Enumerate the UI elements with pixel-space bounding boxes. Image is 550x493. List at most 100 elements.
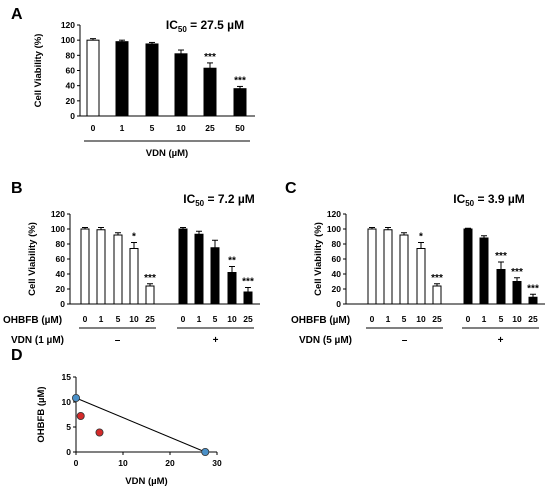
bar — [399, 234, 409, 305]
row-label-ohbfb: OHBFB (µM) — [3, 315, 62, 326]
data-point — [201, 447, 210, 456]
y-tick-label: 120 — [51, 209, 65, 219]
x-tick-label: 1 — [197, 314, 202, 324]
y-tick-label: 40 — [66, 81, 76, 91]
x-axis-title: VDN (µM) — [146, 148, 188, 159]
y-tick-label: 80 — [332, 239, 342, 249]
y-tick-label: 10 — [62, 397, 72, 407]
bar — [80, 228, 90, 305]
panel-letter: D — [11, 347, 23, 364]
bar — [145, 285, 155, 305]
bar — [203, 67, 217, 117]
y-axis-title: Cell Viability (%) — [27, 222, 38, 296]
y-tick-label: 60 — [56, 254, 66, 264]
condition-label: – — [115, 335, 121, 346]
y-tick-label: 5 — [66, 422, 71, 432]
ic50-title: IC50 = 7.2 µM — [183, 192, 255, 208]
y-axis-title: OHBFB (µM) — [36, 386, 47, 442]
row-label-ohbfb: OHBFB (µM) — [291, 315, 350, 326]
y-axis-title: Cell Viability (%) — [33, 34, 44, 108]
significance-label: *** — [144, 273, 156, 284]
bar — [210, 247, 220, 305]
x-tick-label: 10 — [512, 314, 522, 324]
x-tick-label: 0 — [370, 314, 375, 324]
bar — [416, 248, 426, 305]
x-tick-label: 10 — [118, 458, 128, 468]
bar — [129, 248, 139, 305]
significance-label: *** — [234, 75, 246, 86]
y-tick-label: 0 — [66, 447, 71, 457]
x-tick-label: 10 — [129, 314, 139, 324]
x-tick-label: 0 — [74, 458, 79, 468]
x-tick-label: 25 — [243, 314, 253, 324]
x-tick-label: 25 — [528, 314, 538, 324]
panel-letter: A — [11, 6, 23, 23]
y-tick-label: 100 — [327, 224, 341, 234]
bar — [233, 88, 247, 117]
bar — [174, 53, 188, 117]
bar — [145, 43, 159, 117]
x-tick-label: 0 — [83, 314, 88, 324]
data-point — [95, 428, 104, 437]
bar — [367, 228, 377, 305]
y-tick-label: 40 — [56, 269, 66, 279]
bar — [463, 228, 473, 305]
bar — [115, 41, 129, 117]
significance-label: ** — [228, 256, 236, 267]
bar — [194, 233, 204, 305]
bar — [383, 229, 393, 305]
bar — [432, 285, 442, 305]
row-label-vdn: VDN (1 µM) — [11, 335, 64, 346]
y-tick-label: 0 — [70, 111, 75, 121]
significance-label: * — [132, 232, 136, 243]
x-tick-label: 1 — [120, 123, 125, 133]
x-tick-label: 0 — [91, 123, 96, 133]
y-tick-label: 100 — [61, 35, 75, 45]
data-point — [76, 411, 85, 420]
significance-label: * — [419, 232, 423, 243]
x-tick-label: 0 — [181, 314, 186, 324]
x-tick-label: 10 — [176, 123, 186, 133]
x-tick-label: 5 — [402, 314, 407, 324]
y-tick-label: 20 — [66, 96, 76, 106]
y-tick-label: 40 — [332, 269, 342, 279]
condition-label: + — [213, 335, 219, 346]
bar — [528, 296, 538, 305]
y-tick-label: 100 — [51, 224, 65, 234]
panel-d: D 0 5 10 15 0 10 20 30 OHBFB (µM) VDN (µM) — [11, 347, 222, 487]
data-point — [72, 393, 81, 402]
significance-label: *** — [527, 283, 539, 294]
x-tick-label: 25 — [205, 123, 215, 133]
bar — [512, 281, 522, 305]
row-label-vdn: VDN (5 µM) — [299, 335, 352, 346]
x-tick-label: 5 — [116, 314, 121, 324]
y-tick-label: 20 — [332, 284, 342, 294]
x-tick-label: 5 — [150, 123, 155, 133]
y-tick-label: 120 — [61, 20, 75, 30]
y-tick-label: 60 — [332, 254, 342, 264]
y-axis-title: Cell Viability (%) — [313, 222, 324, 296]
y-tick-label: 20 — [56, 284, 66, 294]
bar — [243, 291, 253, 305]
x-tick-label: 50 — [235, 123, 245, 133]
condition-label: + — [498, 335, 504, 346]
x-axis-title: VDN (µM) — [125, 476, 167, 487]
x-tick-label: 5 — [499, 314, 504, 324]
panel-letter: C — [285, 180, 297, 197]
bar — [227, 272, 237, 305]
bar — [96, 229, 106, 305]
significance-label: *** — [511, 267, 523, 278]
x-tick-label: 1 — [99, 314, 104, 324]
ic50-title: IC50 = 27.5 µM — [166, 18, 244, 34]
ic50-title: IC50 = 3.9 µM — [453, 192, 525, 208]
significance-label: *** — [242, 277, 254, 288]
y-tick-label: 80 — [66, 50, 76, 60]
x-tick-label: 1 — [386, 314, 391, 324]
y-tick-label: 80 — [56, 239, 66, 249]
y-tick-label: 15 — [62, 372, 72, 382]
y-tick-label: 0 — [60, 299, 65, 309]
